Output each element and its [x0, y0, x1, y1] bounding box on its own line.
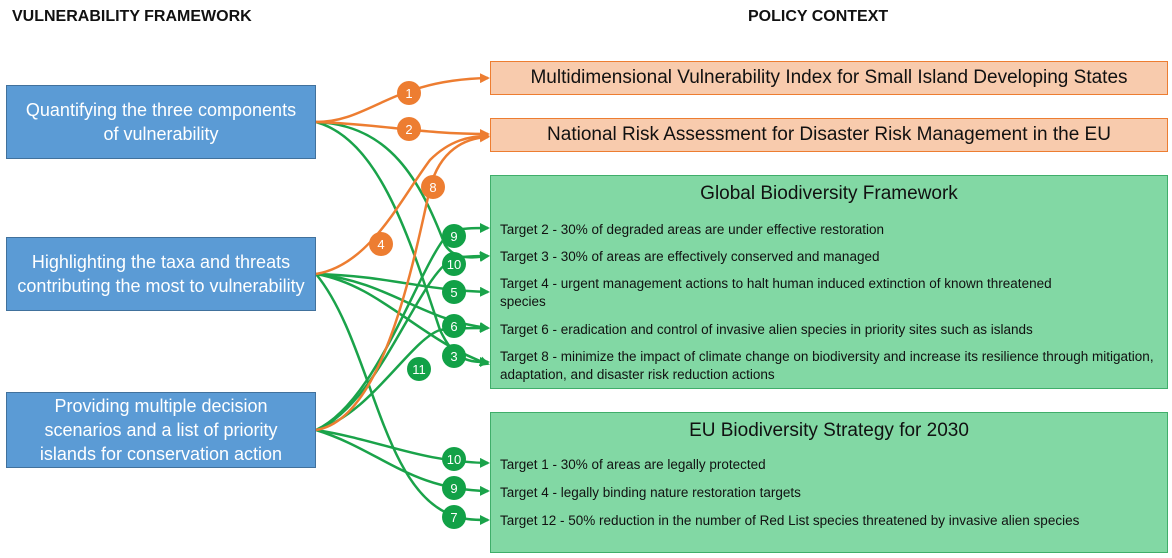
- eu-target-12: Target 12 - 50% reduction in the number …: [500, 513, 1080, 528]
- eu-strategy-panel: EU Biodiversity Strategy for 2030 Target…: [490, 412, 1168, 553]
- gbf-target-6: Target 6 - eradication and control of in…: [500, 322, 1033, 337]
- framework-box-quantifying-label: Quantifying the three components of vuln…: [25, 100, 297, 144]
- framework-box-highlighting: Highlighting the taxa and threats contri…: [6, 237, 316, 311]
- badge-green-10b-label: 10: [447, 452, 461, 467]
- badge-green-5: [442, 280, 466, 304]
- badge-orange-8-label: 8: [429, 180, 436, 195]
- badge-green-9a-label: 9: [450, 229, 457, 244]
- badge-orange-4: [369, 232, 393, 256]
- vulnerability-framework-header: VULNERABILITY FRAMEWORK: [12, 8, 252, 25]
- framework-box-highlighting-label: Highlighting the taxa and threats contri…: [17, 252, 305, 296]
- badge-orange-8: [421, 175, 445, 199]
- framework-box-quantifying: Quantifying the three components of vuln…: [6, 85, 316, 159]
- gbf-target-8: Target 8 - minimize the impact of climat…: [500, 349, 1154, 382]
- badge-orange-1: [397, 81, 421, 105]
- badge-green-3-label: 3: [450, 349, 457, 364]
- gbf-panel: Global Biodiversity Framework Target 2 -…: [490, 175, 1168, 389]
- badge-green-9b: [442, 476, 466, 500]
- link-box3-to-gbf-target2: [315, 223, 490, 432]
- badge-green-11-label: 11: [412, 362, 426, 377]
- badge-green-5-label: 5: [450, 285, 457, 300]
- badge-green-11: [407, 357, 431, 381]
- eu-strategy-title: EU Biodiversity Strategy for 2030: [689, 420, 969, 441]
- link-box2-to-nra: [315, 131, 490, 276]
- policy-context-header: POLICY CONTEXT: [748, 8, 889, 25]
- policy-mvi-label: Multidimensional Vulnerability Index for…: [530, 67, 1128, 88]
- badge-green-10b: [442, 447, 466, 471]
- badge-green-6: [442, 314, 466, 338]
- link-box3-to-gbf-target6: [315, 323, 490, 432]
- gbf-target-4: Target 4 - urgent management actions to …: [500, 276, 1052, 309]
- badge-orange-1-label: 1: [405, 86, 412, 101]
- badge-orange-4-label: 4: [377, 237, 384, 252]
- eu-target-1: Target 1 - 30% of areas are legally prot…: [500, 457, 766, 472]
- policy-mvi-box: Multidimensional Vulnerability Index for…: [490, 61, 1168, 95]
- framework-box-decision-scenarios: Providing multiple decision scenarios an…: [6, 392, 316, 468]
- gbf-title: Global Biodiversity Framework: [700, 183, 958, 204]
- link-box2-to-eu-target12: [315, 273, 490, 525]
- badge-orange-2-label: 2: [405, 122, 412, 137]
- badge-green-7-label: 7: [450, 510, 457, 525]
- link-box1-to-mvi: [315, 73, 490, 124]
- badge-green-6-label: 6: [450, 319, 457, 334]
- framework-box-decision-scenarios-label: Providing multiple decision scenarios an…: [39, 396, 283, 464]
- link-box3-to-nra: [315, 132, 490, 432]
- badge-green-7: [442, 505, 466, 529]
- badge-green-10a: [442, 252, 466, 276]
- badge-green-9a: [442, 224, 466, 248]
- policy-nra-label: National Risk Assessment for Disaster Ri…: [547, 124, 1111, 145]
- gbf-target-2: Target 2 - 30% of degraded areas are und…: [500, 222, 884, 237]
- badge-green-10a-label: 10: [447, 257, 461, 272]
- gbf-target-3: Target 3 - 30% of areas are effectively …: [500, 249, 880, 264]
- link-box3-to-gbf-target3: [315, 251, 490, 432]
- badge-green-9b-label: 9: [450, 481, 457, 496]
- policy-nra-box: National Risk Assessment for Disaster Ri…: [490, 118, 1168, 152]
- badge-orange-2: [397, 117, 421, 141]
- badge-green-3: [442, 344, 466, 368]
- eu-target-4: Target 4 - legally binding nature restor…: [500, 485, 801, 500]
